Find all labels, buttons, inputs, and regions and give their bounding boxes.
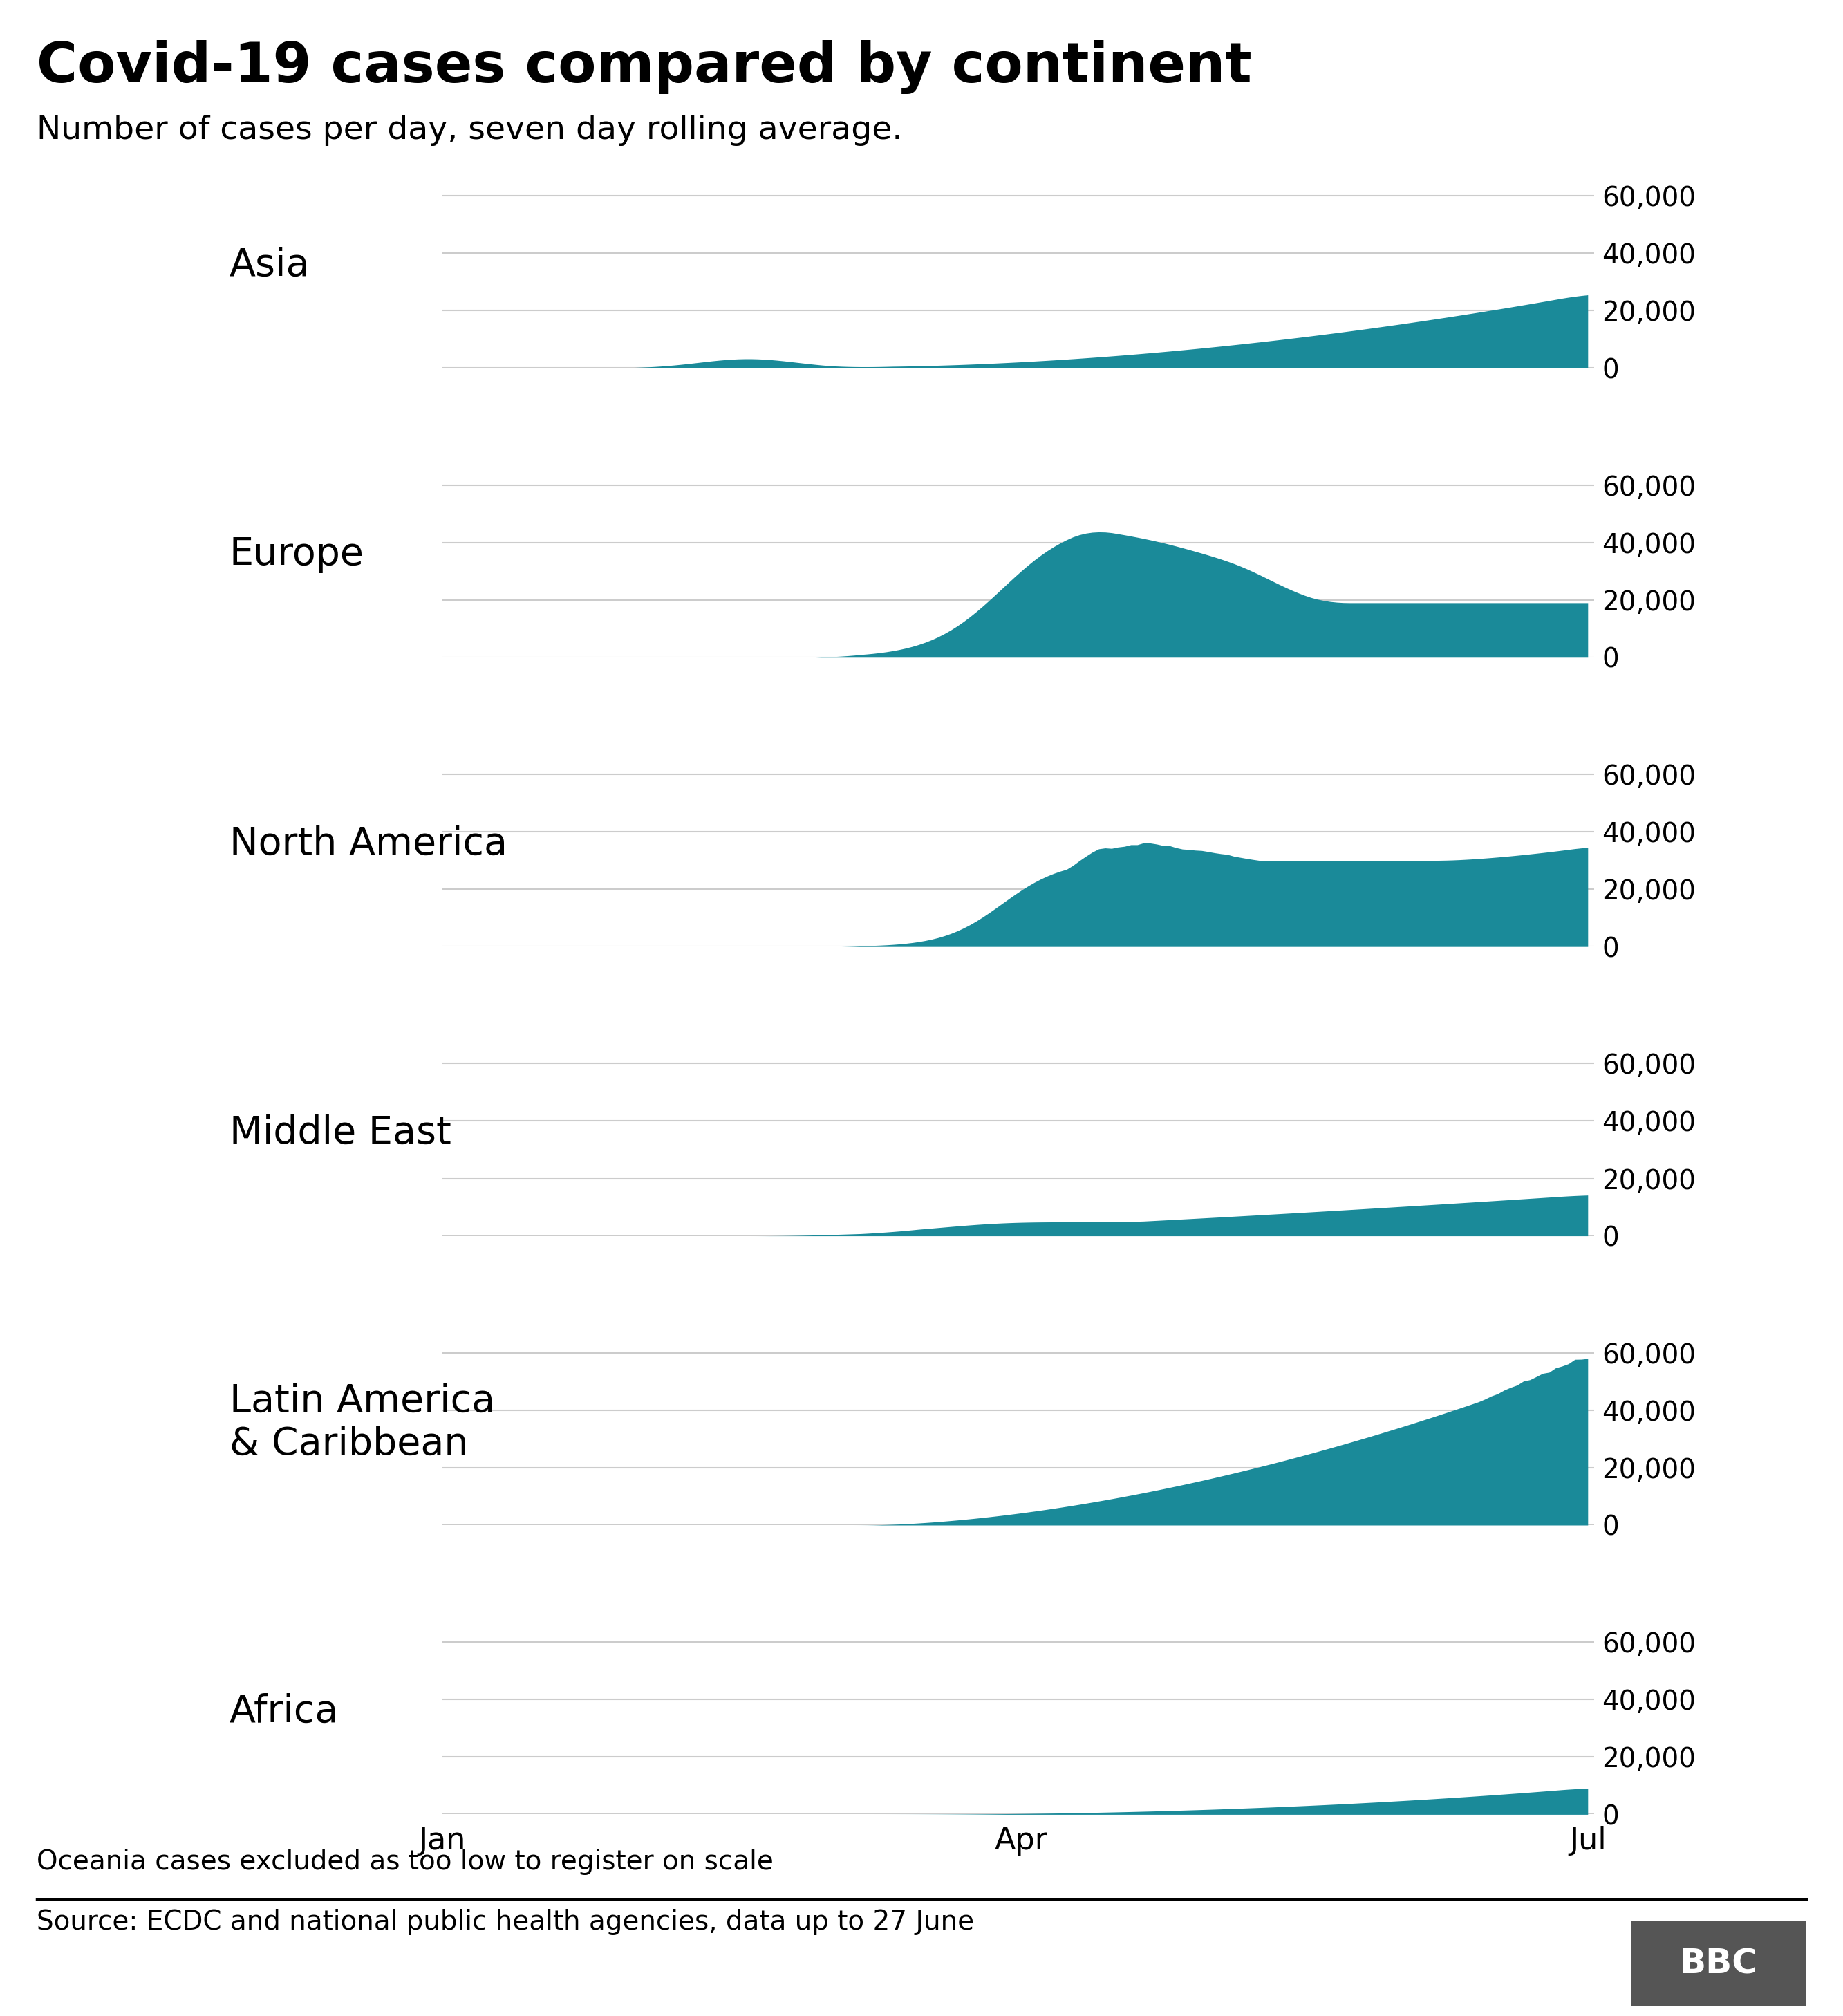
Text: Middle East: Middle East <box>229 1115 452 1151</box>
Text: North America: North America <box>229 825 507 863</box>
Text: Europe: Europe <box>229 536 365 573</box>
Text: Oceania cases excluded as too low to register on scale: Oceania cases excluded as too low to reg… <box>37 1849 774 1875</box>
Text: Covid-19 cases compared by continent: Covid-19 cases compared by continent <box>37 40 1251 95</box>
Text: Asia: Asia <box>229 246 310 284</box>
Text: BBC: BBC <box>1679 1947 1758 1980</box>
Text: Number of cases per day, seven day rolling average.: Number of cases per day, seven day rolli… <box>37 115 903 145</box>
Text: Africa: Africa <box>229 1693 339 1730</box>
Text: Source: ECDC and national public health agencies, data up to 27 June: Source: ECDC and national public health … <box>37 1909 975 1935</box>
Text: Latin America
& Caribbean: Latin America & Caribbean <box>229 1383 494 1464</box>
